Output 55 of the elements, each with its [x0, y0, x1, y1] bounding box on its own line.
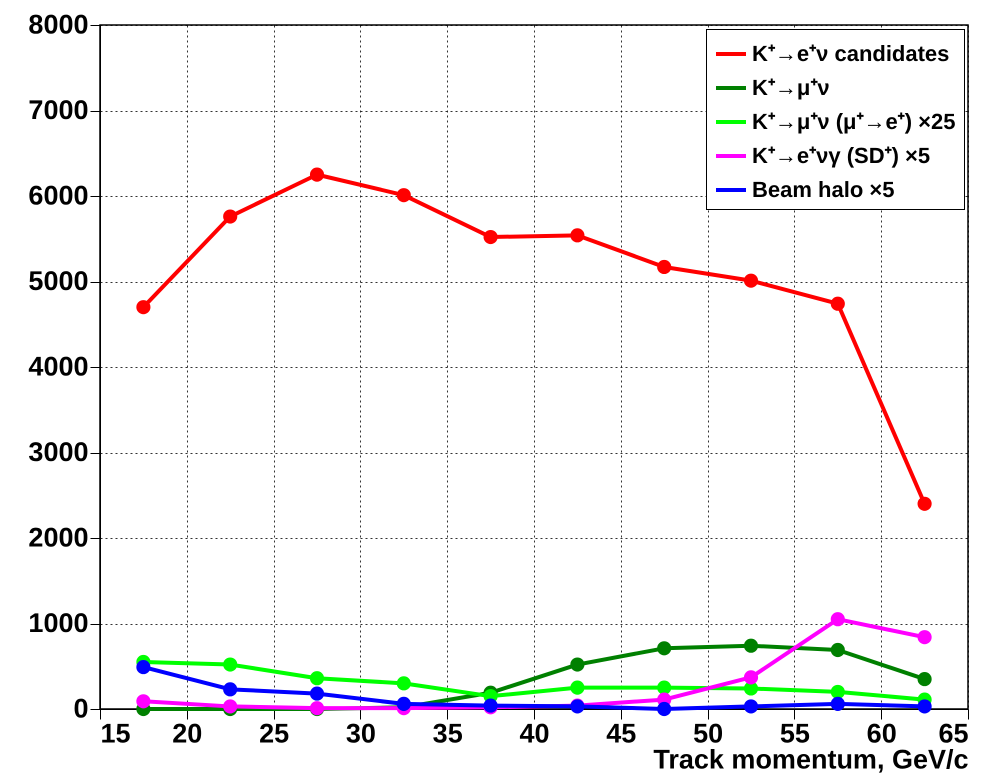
point: [136, 660, 150, 674]
legend-label: Beam halo ×5: [752, 177, 894, 202]
point: [744, 274, 758, 288]
point: [484, 230, 498, 244]
point: [744, 699, 758, 714]
point: [396, 188, 411, 202]
point: [657, 702, 672, 716]
point: [830, 642, 845, 658]
point: [223, 657, 238, 672]
x-tick-label: 45: [606, 718, 636, 748]
point: [657, 260, 672, 274]
x-tick-label: 30: [346, 718, 376, 748]
point: [570, 228, 584, 242]
point: [830, 696, 845, 711]
legend-label: K⁺→μ⁺ν (μ⁺→e⁺) ×25: [752, 109, 956, 134]
point: [830, 296, 845, 311]
x-tick-label: 40: [519, 718, 550, 748]
point: [570, 680, 584, 695]
point: [310, 686, 324, 701]
point: [744, 638, 758, 653]
y-tick-label: 8000: [28, 10, 88, 40]
point: [223, 209, 238, 224]
point: [657, 641, 672, 656]
legend-label: K⁺→e⁺νγ (SD⁺) ×5: [752, 143, 930, 168]
point: [918, 672, 932, 686]
point: [396, 676, 411, 690]
point: [310, 168, 324, 182]
point: [396, 696, 411, 711]
x-tick-label: 15: [100, 718, 131, 748]
y-tick-label: 5000: [28, 266, 88, 296]
point: [918, 496, 932, 511]
x-tick-label: 35: [432, 718, 463, 748]
y-tick-label: 7000: [28, 95, 88, 125]
point: [136, 300, 150, 314]
legend-label: K⁺→μ⁺ν: [752, 75, 830, 100]
point: [657, 680, 672, 695]
point: [830, 612, 845, 626]
point: [918, 699, 932, 714]
point: [223, 699, 238, 714]
point: [310, 671, 324, 686]
y-tick-label: 0: [73, 694, 88, 724]
y-tick-label: 4000: [28, 352, 88, 382]
point: [136, 694, 150, 708]
legend-label: K⁺→e⁺ν candidates: [752, 41, 950, 66]
y-tick-label: 2000: [28, 522, 88, 552]
point: [830, 684, 845, 699]
point: [223, 682, 238, 696]
point: [570, 657, 584, 672]
y-tick-label: 3000: [28, 437, 88, 467]
point: [918, 630, 932, 644]
y-tick-label: 1000: [28, 608, 88, 638]
y-tick-label: 6000: [28, 180, 88, 210]
point: [744, 670, 758, 684]
x-tick-label: 25: [259, 718, 290, 748]
x-tick-label: 20: [172, 718, 202, 748]
